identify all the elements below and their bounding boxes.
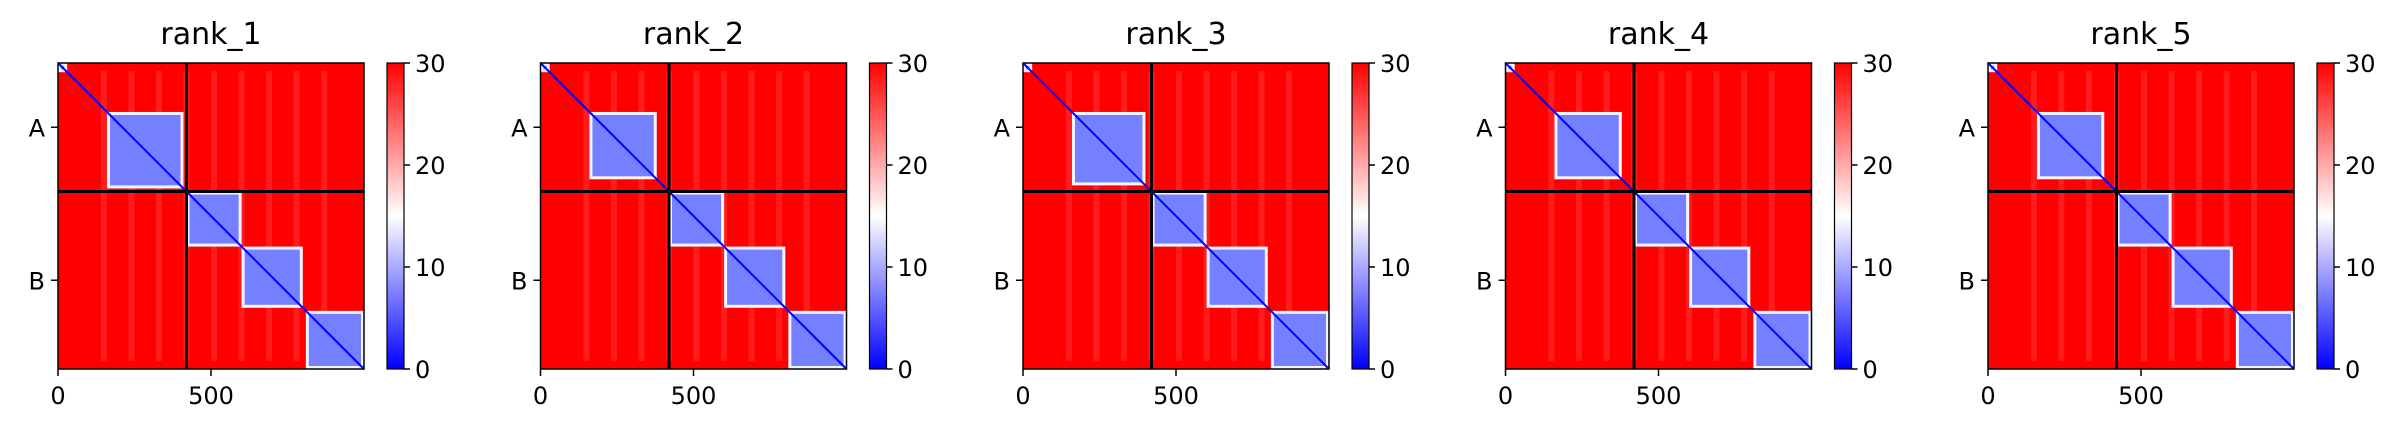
heatmap-texture (610, 71, 617, 361)
colorbar-tick-label: 20 (415, 152, 446, 180)
colorbar-tick-label: 0 (1863, 356, 1878, 384)
heatmap-texture (266, 71, 273, 361)
heatmap-panel: rank_3 0 500 A B 0 10 20 30 (994, 17, 1411, 410)
heatmap-panel: rank_5 0 500 A B 0 10 20 30 (1959, 17, 2376, 410)
colorbar-tick-label: 0 (2345, 356, 2360, 384)
panel-title: rank_1 (160, 17, 261, 52)
heatmap-texture (1603, 71, 1610, 361)
colorbar-tick-label: 0 (898, 356, 913, 384)
heatmap-texture (1258, 71, 1265, 361)
y-tick-label: A (1959, 114, 1976, 142)
colorbar (1833, 62, 1853, 370)
x-tick-label: 0 (50, 382, 65, 410)
heatmap-texture (321, 71, 328, 361)
x-tick-label: 0 (1498, 382, 1513, 410)
heatmap-texture (2251, 71, 2258, 361)
heatmap-panel: rank_2 0 500 A B 0 10 20 30 (511, 17, 928, 410)
heatmap-texture (1231, 71, 1238, 361)
colorbar-tick-label: 0 (1380, 356, 1395, 384)
heatmap-texture (2196, 71, 2203, 361)
colorbar-tick-label: 30 (1380, 50, 1411, 78)
heatmap-texture (100, 71, 107, 361)
y-tick-label: A (994, 114, 1011, 142)
heatmap-texture (1768, 71, 1775, 361)
x-tick-label: 0 (1980, 382, 1995, 410)
heatmap-texture (1120, 71, 1127, 361)
x-tick-label: 0 (533, 382, 548, 410)
colorbar-tick-label: 30 (898, 50, 929, 78)
colorbar (2316, 62, 2335, 370)
diagonal-line (539, 62, 848, 370)
colorbar-tick-label: 10 (2345, 254, 2376, 282)
heatmap-texture (2030, 71, 2037, 361)
x-tick-label: 500 (1636, 382, 1682, 410)
colorbar (386, 62, 405, 370)
colorbar-tick-label: 0 (415, 356, 430, 384)
colorbar-tick-label: 10 (415, 254, 446, 282)
diagonal-line (1504, 62, 1813, 370)
x-tick-label: 500 (2118, 382, 2164, 410)
heatmap-texture (748, 71, 755, 361)
colorbar-tick-label: 20 (2345, 152, 2376, 180)
heatmap-texture (1548, 71, 1555, 361)
heatmap-panel: rank_4 0 500 A B 0 10 20 30 (1476, 17, 1893, 410)
heatmap-texture (803, 71, 810, 361)
heatmap-texture (1741, 71, 1748, 361)
heatmap-texture (2085, 71, 2092, 361)
colorbar-tick-label: 10 (1380, 254, 1411, 282)
panel-title: rank_2 (643, 17, 744, 52)
x-tick-label: 500 (1153, 382, 1199, 410)
heatmap-texture (1713, 71, 1720, 361)
heatmap-texture (1575, 71, 1582, 361)
heatmap-texture (155, 71, 162, 361)
heatmap-texture (583, 71, 590, 361)
heatmap-texture (1093, 71, 1100, 361)
heatmap-texture (293, 71, 300, 361)
y-tick-label: B (1959, 267, 1975, 295)
colorbar-tick-label: 30 (1863, 50, 1894, 78)
x-tick-label: 500 (671, 382, 717, 410)
y-tick-label: B (1476, 267, 1492, 295)
x-tick-label: 500 (188, 382, 234, 410)
diagonal-line (1022, 62, 1330, 370)
x-tick-label: 0 (1015, 382, 1030, 410)
y-tick-label: B (511, 267, 527, 295)
colorbar (868, 62, 888, 370)
heatmap-texture (2223, 71, 2230, 361)
y-tick-label: A (29, 114, 46, 142)
diagonal-line (1987, 62, 2295, 370)
colorbar-tick-label: 10 (1863, 254, 1894, 282)
panel-title: rank_5 (2090, 17, 2191, 52)
heatmap-texture (128, 71, 135, 361)
colorbar-tick-label: 20 (1863, 152, 1894, 180)
colorbar-tick-label: 30 (2345, 50, 2376, 78)
colorbar-tick-label: 20 (1380, 152, 1411, 180)
colorbar-tick-label: 20 (898, 152, 929, 180)
y-tick-label: B (29, 267, 45, 295)
heatmap-panel: rank_1 0 500 A B 0 10 20 30 (29, 17, 446, 410)
y-tick-label: A (1476, 114, 1493, 142)
y-tick-label: A (511, 114, 528, 142)
y-tick-label: B (994, 267, 1010, 295)
panel-title: rank_3 (1125, 17, 1226, 52)
heatmap-texture (2058, 71, 2065, 361)
heatmap-texture (776, 71, 783, 361)
diagonal-line (57, 62, 365, 370)
colorbar-tick-label: 30 (415, 50, 446, 78)
colorbar (1351, 62, 1370, 370)
colorbar-tick-label: 10 (898, 254, 929, 282)
panel-title: rank_4 (1608, 17, 1709, 52)
heatmap-texture (1286, 71, 1293, 361)
heatmap-texture (1065, 71, 1072, 361)
heatmap-texture (638, 71, 645, 361)
